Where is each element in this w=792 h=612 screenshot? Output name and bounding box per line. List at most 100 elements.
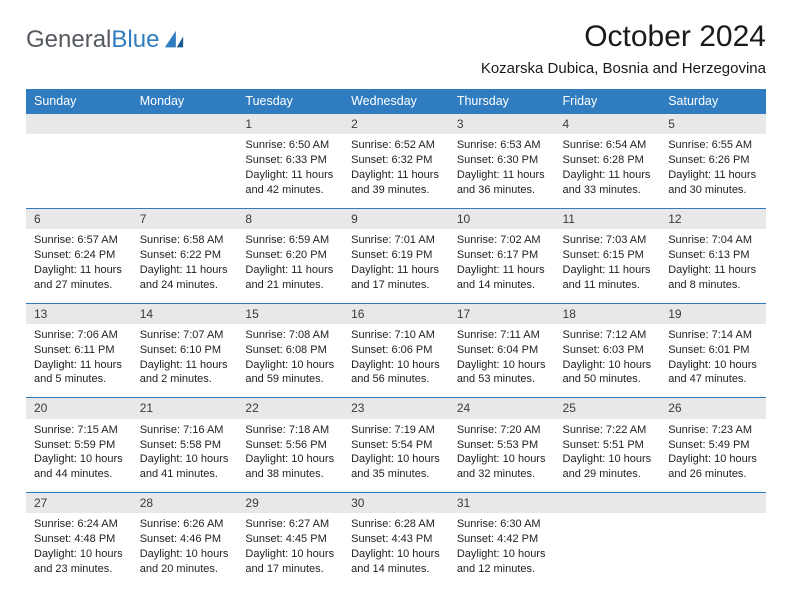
daylight-line: Daylight: 10 hours and 41 minutes. (140, 452, 230, 482)
sunset-line: Sunset: 6:08 PM (245, 343, 335, 358)
calendar-body: 1Sunrise: 6:50 AMSunset: 6:33 PMDaylight… (26, 114, 766, 587)
calendar-cell: 6Sunrise: 6:57 AMSunset: 6:24 PMDaylight… (26, 208, 132, 303)
weekday-header: Friday (555, 89, 661, 114)
weekday-header: Tuesday (237, 89, 343, 114)
day-number: 22 (237, 398, 343, 418)
header: GeneralBlue October 2024 Kozarska Dubica… (26, 20, 766, 87)
day-body (660, 513, 766, 571)
day-body: Sunrise: 6:26 AMSunset: 4:46 PMDaylight:… (132, 513, 238, 586)
sunset-line: Sunset: 6:10 PM (140, 343, 230, 358)
calendar-cell: 27Sunrise: 6:24 AMSunset: 4:48 PMDayligh… (26, 493, 132, 587)
calendar-cell: 4Sunrise: 6:54 AMSunset: 6:28 PMDaylight… (555, 114, 661, 209)
calendar-cell: 18Sunrise: 7:12 AMSunset: 6:03 PMDayligh… (555, 303, 661, 398)
sunrise-line: Sunrise: 7:11 AM (457, 328, 547, 343)
calendar-cell: 7Sunrise: 6:58 AMSunset: 6:22 PMDaylight… (132, 208, 238, 303)
calendar-cell: 16Sunrise: 7:10 AMSunset: 6:06 PMDayligh… (343, 303, 449, 398)
day-body: Sunrise: 7:18 AMSunset: 5:56 PMDaylight:… (237, 419, 343, 492)
weekday-header: Saturday (660, 89, 766, 114)
sunset-line: Sunset: 6:01 PM (668, 343, 758, 358)
daylight-line: Daylight: 10 hours and 35 minutes. (351, 452, 441, 482)
daylight-line: Daylight: 10 hours and 29 minutes. (563, 452, 653, 482)
day-body: Sunrise: 7:06 AMSunset: 6:11 PMDaylight:… (26, 324, 132, 397)
calendar-cell: 22Sunrise: 7:18 AMSunset: 5:56 PMDayligh… (237, 398, 343, 493)
day-body: Sunrise: 6:55 AMSunset: 6:26 PMDaylight:… (660, 134, 766, 207)
day-number: 18 (555, 304, 661, 324)
calendar-cell: 30Sunrise: 6:28 AMSunset: 4:43 PMDayligh… (343, 493, 449, 587)
day-number (132, 114, 238, 134)
day-number: 13 (26, 304, 132, 324)
calendar-cell: 21Sunrise: 7:16 AMSunset: 5:58 PMDayligh… (132, 398, 238, 493)
sunset-line: Sunset: 5:56 PM (245, 438, 335, 453)
day-number: 21 (132, 398, 238, 418)
day-body: Sunrise: 6:52 AMSunset: 6:32 PMDaylight:… (343, 134, 449, 207)
day-body: Sunrise: 7:22 AMSunset: 5:51 PMDaylight:… (555, 419, 661, 492)
day-number: 15 (237, 304, 343, 324)
sunrise-line: Sunrise: 7:14 AM (668, 328, 758, 343)
day-number: 16 (343, 304, 449, 324)
sunset-line: Sunset: 4:42 PM (457, 532, 547, 547)
sunset-line: Sunset: 5:49 PM (668, 438, 758, 453)
calendar-cell: 26Sunrise: 7:23 AMSunset: 5:49 PMDayligh… (660, 398, 766, 493)
day-number: 6 (26, 209, 132, 229)
day-body: Sunrise: 7:19 AMSunset: 5:54 PMDaylight:… (343, 419, 449, 492)
calendar-cell: 14Sunrise: 7:07 AMSunset: 6:10 PMDayligh… (132, 303, 238, 398)
day-number: 29 (237, 493, 343, 513)
calendar-cell (26, 114, 132, 209)
daylight-line: Daylight: 10 hours and 47 minutes. (668, 358, 758, 388)
daylight-line: Daylight: 10 hours and 59 minutes. (245, 358, 335, 388)
daylight-line: Daylight: 11 hours and 36 minutes. (457, 168, 547, 198)
sunrise-line: Sunrise: 6:59 AM (245, 233, 335, 248)
weekday-header: Wednesday (343, 89, 449, 114)
calendar-cell: 12Sunrise: 7:04 AMSunset: 6:13 PMDayligh… (660, 208, 766, 303)
day-body (26, 134, 132, 192)
sunset-line: Sunset: 4:43 PM (351, 532, 441, 547)
sunset-line: Sunset: 6:22 PM (140, 248, 230, 263)
day-body: Sunrise: 6:57 AMSunset: 6:24 PMDaylight:… (26, 229, 132, 302)
calendar-cell: 2Sunrise: 6:52 AMSunset: 6:32 PMDaylight… (343, 114, 449, 209)
title-block: October 2024 Kozarska Dubica, Bosnia and… (481, 20, 766, 87)
day-body: Sunrise: 7:16 AMSunset: 5:58 PMDaylight:… (132, 419, 238, 492)
day-number: 28 (132, 493, 238, 513)
day-body: Sunrise: 6:24 AMSunset: 4:48 PMDaylight:… (26, 513, 132, 586)
daylight-line: Daylight: 11 hours and 8 minutes. (668, 263, 758, 293)
month-title: October 2024 (481, 20, 766, 54)
sunrise-line: Sunrise: 6:50 AM (245, 138, 335, 153)
daylight-line: Daylight: 11 hours and 39 minutes. (351, 168, 441, 198)
sunset-line: Sunset: 5:53 PM (457, 438, 547, 453)
calendar-cell: 29Sunrise: 6:27 AMSunset: 4:45 PMDayligh… (237, 493, 343, 587)
calendar-cell: 8Sunrise: 6:59 AMSunset: 6:20 PMDaylight… (237, 208, 343, 303)
day-number: 17 (449, 304, 555, 324)
sunset-line: Sunset: 5:51 PM (563, 438, 653, 453)
daylight-line: Daylight: 10 hours and 32 minutes. (457, 452, 547, 482)
sunset-line: Sunset: 6:04 PM (457, 343, 547, 358)
day-number: 10 (449, 209, 555, 229)
weekday-header: Sunday (26, 89, 132, 114)
logo-word1: General (26, 26, 111, 53)
day-number: 14 (132, 304, 238, 324)
day-number: 20 (26, 398, 132, 418)
calendar-cell: 17Sunrise: 7:11 AMSunset: 6:04 PMDayligh… (449, 303, 555, 398)
sunrise-line: Sunrise: 6:27 AM (245, 517, 335, 532)
weekday-header-row: SundayMondayTuesdayWednesdayThursdayFrid… (26, 89, 766, 114)
calendar-cell (660, 493, 766, 587)
sunset-line: Sunset: 6:20 PM (245, 248, 335, 263)
sunrise-line: Sunrise: 6:30 AM (457, 517, 547, 532)
calendar-cell: 24Sunrise: 7:20 AMSunset: 5:53 PMDayligh… (449, 398, 555, 493)
sunrise-line: Sunrise: 7:07 AM (140, 328, 230, 343)
sunrise-line: Sunrise: 7:19 AM (351, 423, 441, 438)
sunrise-line: Sunrise: 7:01 AM (351, 233, 441, 248)
sunrise-line: Sunrise: 7:16 AM (140, 423, 230, 438)
daylight-line: Daylight: 10 hours and 14 minutes. (351, 547, 441, 577)
daylight-line: Daylight: 11 hours and 14 minutes. (457, 263, 547, 293)
calendar-row: 6Sunrise: 6:57 AMSunset: 6:24 PMDaylight… (26, 208, 766, 303)
sunset-line: Sunset: 5:54 PM (351, 438, 441, 453)
logo-word2: Blue (111, 26, 159, 53)
day-body: Sunrise: 7:12 AMSunset: 6:03 PMDaylight:… (555, 324, 661, 397)
day-body: Sunrise: 7:01 AMSunset: 6:19 PMDaylight:… (343, 229, 449, 302)
sunset-line: Sunset: 4:48 PM (34, 532, 124, 547)
calendar-cell: 13Sunrise: 7:06 AMSunset: 6:11 PMDayligh… (26, 303, 132, 398)
day-number: 31 (449, 493, 555, 513)
sunrise-line: Sunrise: 7:10 AM (351, 328, 441, 343)
sunset-line: Sunset: 6:32 PM (351, 153, 441, 168)
logo-sail-icon (163, 29, 185, 51)
